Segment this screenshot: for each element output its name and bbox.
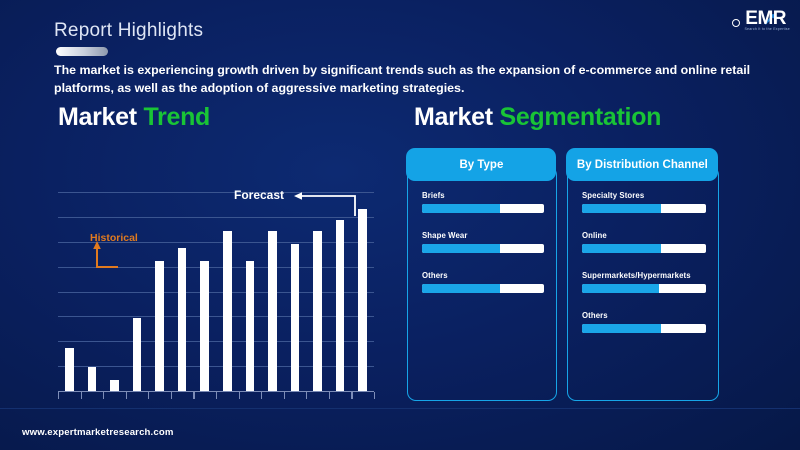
segmentation-progress-bar: [582, 244, 706, 253]
chart-bar: [87, 366, 97, 391]
segmentation-progress-bar: [582, 324, 706, 333]
market-trend-bar-chart: [58, 192, 376, 399]
chart-bar: [155, 261, 164, 391]
chart-x-axis: [58, 390, 374, 392]
segmentation-progress-fill: [422, 204, 501, 213]
chart-tick: [306, 392, 308, 399]
chart-tick: [328, 392, 331, 399]
segmentation-item-label: Others: [582, 311, 608, 320]
chart-gridline: [58, 316, 374, 318]
segmentation-item[interactable]: Briefs: [422, 191, 544, 213]
chart-tick: [283, 392, 285, 399]
footer-divider: [0, 408, 800, 409]
chart-bar: [177, 248, 187, 391]
chart-tick: [58, 392, 60, 399]
segmentation-progress-bar: [422, 204, 544, 213]
segmentation-progress-fill: [582, 284, 659, 293]
chart-tick: [193, 392, 195, 399]
chart-bar: [200, 261, 209, 391]
segmentation-item-label: Supermarkets/Hypermarkets: [582, 271, 691, 280]
chart-bar: [110, 379, 119, 391]
segmentation-card: By Distribution Channel Specialty Stores O…: [566, 148, 719, 401]
annotation-forecast-label: Forecast: [234, 188, 285, 202]
segmentation-card: By Type Briefs Shape Wear Others: [406, 148, 557, 401]
chart-bars: [58, 192, 374, 391]
segmentation-item-label: Specialty Stores: [582, 191, 645, 200]
chart-bar: [268, 231, 277, 391]
chart-tick: [216, 392, 218, 399]
chart-gridline: [58, 216, 374, 218]
chart-gridline: [58, 366, 374, 368]
section-heading-market-segmentation: Market Segmentation: [414, 103, 661, 132]
logo-wordmark: EMR: [745, 8, 786, 29]
heading-word-market: Market: [58, 103, 137, 131]
chart-bar: [313, 231, 322, 391]
segmentation-item[interactable]: Online: [582, 231, 706, 253]
segmentation-item[interactable]: Specialty Stores: [582, 191, 706, 213]
chart-tick: [125, 392, 127, 399]
chart-tick: [374, 392, 376, 399]
segmentation-card-title: By Type: [406, 148, 557, 181]
segmentation-progress-fill: [582, 244, 662, 253]
segmentation-item[interactable]: Supermarkets/Hypermarkets: [582, 271, 706, 293]
heading-word-trend: Trend: [143, 103, 211, 131]
chart-x-ticks: [58, 391, 376, 399]
segmentation-progress-bar: [422, 244, 544, 253]
chart-bar: [358, 208, 367, 391]
chart-tick: [148, 392, 150, 399]
chart-tick: [261, 392, 263, 399]
growth-arrow-icon: [764, 14, 776, 25]
chart-tick: [103, 392, 105, 399]
segmentation-progress-bar: [582, 204, 706, 213]
heading-word-market-2: Market: [414, 103, 493, 131]
segmentation-progress-bar: [582, 284, 706, 293]
segmentation-card-title: By Distribution Channel: [566, 148, 719, 181]
chart-gridline: [58, 266, 374, 268]
chart-gridline: [58, 341, 374, 343]
emr-logo: [710, 8, 788, 40]
segmentation-progress-fill: [582, 204, 662, 213]
headline-text: The market is experiencing growth driven…: [54, 63, 751, 95]
chart-bar: [223, 231, 232, 391]
segmentation-progress-fill: [422, 244, 501, 253]
segmentation-item-label: Others: [422, 271, 448, 280]
chart-bar: [65, 347, 74, 391]
chart-gridline: [58, 291, 374, 293]
segmentation-progress-bar: [422, 284, 544, 293]
chart-bar: [245, 261, 255, 391]
logo-ring-icon: [732, 19, 740, 27]
chart-gridline: [58, 241, 374, 243]
chart-gridline: [58, 192, 374, 193]
chart-bar: [335, 219, 345, 391]
segmentation-item-label: Online: [582, 231, 607, 240]
chart-tick: [238, 392, 240, 399]
chart-bar: [132, 317, 142, 391]
annotation-historical-label: Historical: [90, 232, 138, 244]
logo-tagline: Search It to the Expertise: [744, 27, 790, 31]
title-underline-pill: [56, 47, 108, 56]
segmentation-progress-fill: [422, 284, 501, 293]
segmentation-item-label: Briefs: [422, 191, 445, 200]
segmentation-item-label: Shape Wear: [422, 231, 468, 240]
section-heading-market-trend: Market Trend: [58, 103, 210, 132]
segmentation-item[interactable]: Others: [582, 311, 706, 333]
page-title: Report Highlights: [54, 20, 204, 41]
footer-website-url: www.expertmarketresearch.com: [22, 427, 174, 438]
chart-tick: [80, 392, 82, 399]
chart-tick: [351, 392, 353, 399]
segmentation-item[interactable]: Shape Wear: [422, 231, 544, 253]
segmentation-progress-fill: [582, 324, 662, 333]
chart-bar: [290, 244, 300, 391]
segmentation-item[interactable]: Others: [422, 271, 544, 293]
chart-tick: [170, 392, 173, 399]
heading-word-segmentation: Segmentation: [499, 103, 662, 131]
